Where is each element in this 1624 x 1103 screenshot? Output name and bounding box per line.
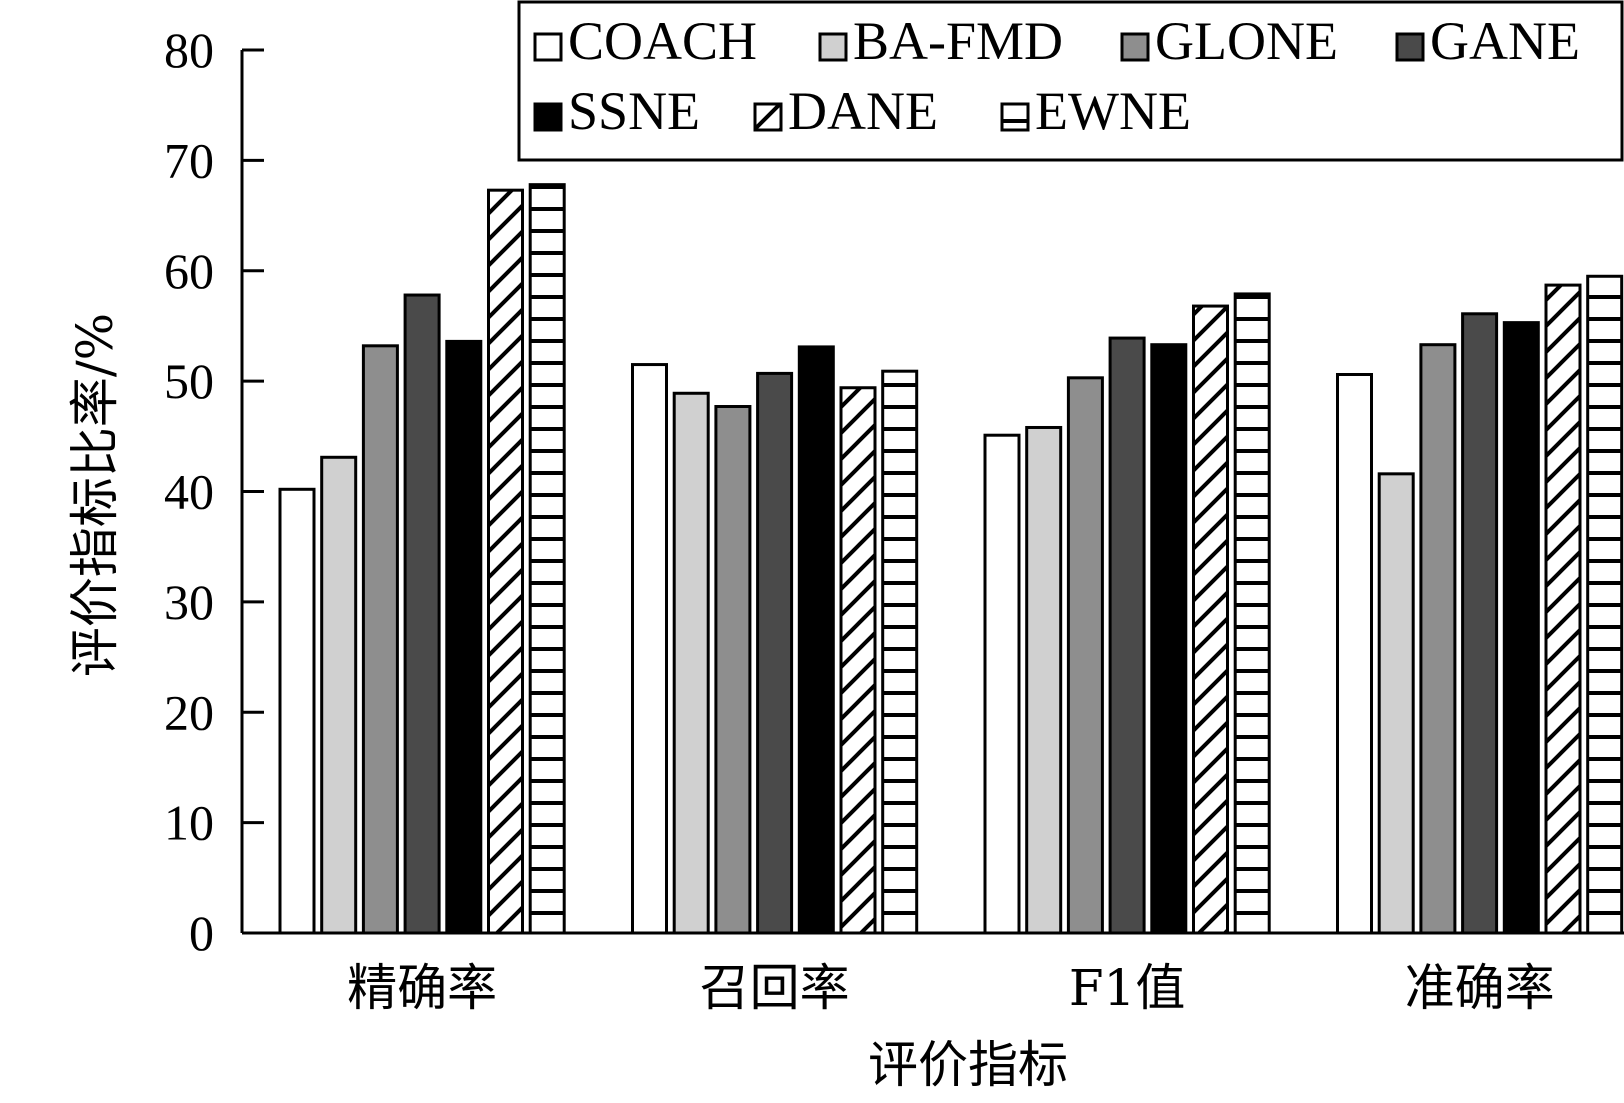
legend-label-dane: DANE: [788, 81, 938, 141]
bar-ewne-3: [1586, 274, 1624, 935]
bar-ewne-1: [881, 369, 919, 935]
y-tick-label: 50: [164, 353, 214, 409]
legend-swatch-dane: [753, 102, 783, 132]
x-category-label: 召回率: [700, 959, 850, 1017]
bar-coach-3: [1336, 373, 1373, 935]
y-tick-label: 60: [164, 243, 214, 299]
x-category-label: F1值: [1069, 959, 1186, 1017]
bar-gane-3: [1461, 312, 1499, 935]
bar-dane-2: [1192, 304, 1229, 935]
bar-gane-0: [403, 293, 441, 935]
bar-ssne-2: [1150, 343, 1188, 935]
y-tick-label: 0: [189, 905, 214, 961]
legend-swatch-coach: [533, 32, 563, 62]
legend-label-gane: GANE: [1430, 11, 1580, 71]
legend-label-ewne: EWNE: [1035, 81, 1191, 141]
bar-ssne-1: [797, 345, 835, 935]
bar-glone-0: [361, 344, 399, 935]
legend-swatch-ssne: [533, 102, 563, 132]
x-category-label: 准确率: [1405, 959, 1555, 1017]
bars: [278, 183, 1624, 935]
bar-glone-2: [1066, 376, 1104, 935]
legend-label-ba-fmd: BA-FMD: [853, 11, 1063, 71]
y-tick-label: 10: [164, 795, 214, 851]
x-axis: 精确率 召回率 F1值 准确率: [242, 931, 1624, 1017]
x-category-label: 精确率: [347, 959, 497, 1017]
bar-ewne-2: [1233, 292, 1271, 935]
bar-ssne-3: [1502, 321, 1540, 935]
bar-coach-2: [983, 433, 1021, 935]
bar-ba-fmd-3: [1377, 472, 1415, 935]
bar-dane-3: [1544, 283, 1582, 935]
y-axis: 0 10 20 30 40 50 60 70 80: [164, 22, 264, 961]
bar-glone-1: [714, 405, 752, 935]
bar-ewne-0: [528, 183, 566, 935]
legend-box: [517, 0, 1624, 162]
bar-glone-3: [1419, 343, 1457, 935]
legend-label-glone: GLONE: [1155, 11, 1338, 71]
y-tick-label: 80: [164, 22, 214, 78]
legend-swatch-ba-fmd: [818, 32, 848, 62]
bar-dane-1: [839, 386, 877, 935]
legend: COACH BA-FMD GLONE GANE SSNE DANE EWNE: [517, 0, 1624, 162]
bar-ssne-0: [445, 339, 483, 935]
bar-dane-0: [487, 188, 524, 935]
bar-coach-1: [631, 363, 668, 935]
y-axis-title: 评价指标比率/%: [66, 313, 124, 677]
bar-coach-0: [278, 487, 316, 935]
bar-gane-2: [1108, 336, 1146, 935]
legend-label-coach: COACH: [568, 11, 757, 71]
y-tick-label: 70: [164, 132, 214, 188]
bar-ba-fmd-0: [320, 455, 358, 935]
x-axis-title: 评价指标: [868, 1036, 1068, 1094]
legend-swatch-glone: [1120, 32, 1150, 62]
y-tick-label: 30: [164, 574, 214, 630]
bar-ba-fmd-1: [672, 391, 710, 935]
bar-gane-1: [756, 371, 794, 935]
legend-label-ssne: SSNE: [568, 81, 700, 141]
y-tick-label: 20: [164, 684, 214, 740]
y-tick-label: 40: [164, 464, 214, 520]
bar-ba-fmd-2: [1025, 425, 1063, 935]
legend-swatch-gane: [1395, 32, 1425, 62]
legend-swatch-ewne: [1000, 102, 1030, 132]
